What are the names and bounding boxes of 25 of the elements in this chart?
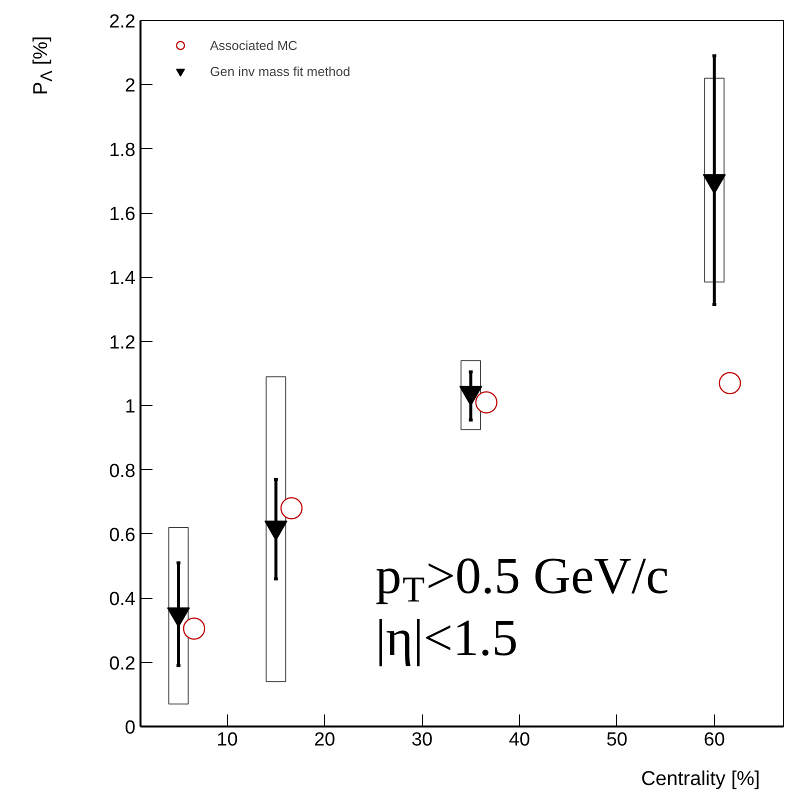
- bar: [460, 360, 482, 430]
- x-tick-label: 30: [411, 730, 433, 750]
- y-tick-label: 0: [124, 718, 136, 738]
- x-tick-label: 20: [314, 730, 336, 750]
- x-axis-title: Centrality [%]: [641, 767, 760, 790]
- y-tick-label: 1: [124, 396, 136, 418]
- x-tick-label: 60: [704, 730, 725, 750]
- y-tick-label: 0.4: [109, 589, 136, 610]
- legend-label: Gen inv mass fit method: [210, 64, 350, 78]
- y-tick-label: 0.2: [109, 653, 136, 674]
- y-tick-label: 0.6: [109, 524, 136, 546]
- bar: [168, 527, 189, 705]
- y-tick-label: 1.2: [109, 332, 136, 354]
- y-tick-label: 0.8: [109, 460, 136, 482]
- annotation: |η|<1.5: [376, 610, 518, 667]
- x-tick-label: 50: [606, 730, 628, 750]
- x-tick-label: 40: [508, 730, 530, 750]
- y-tick-label: 2.2: [109, 12, 136, 32]
- y-tick-label: 2: [124, 76, 136, 97]
- x-tick-label: 10: [216, 730, 238, 750]
- y-tick-label: 1.8: [109, 140, 136, 161]
- y-tick-label: 1.6: [109, 204, 136, 226]
- y-tick-label: 1.4: [109, 268, 136, 290]
- bar: [266, 376, 286, 682]
- legend-label: Associated MC: [210, 38, 298, 52]
